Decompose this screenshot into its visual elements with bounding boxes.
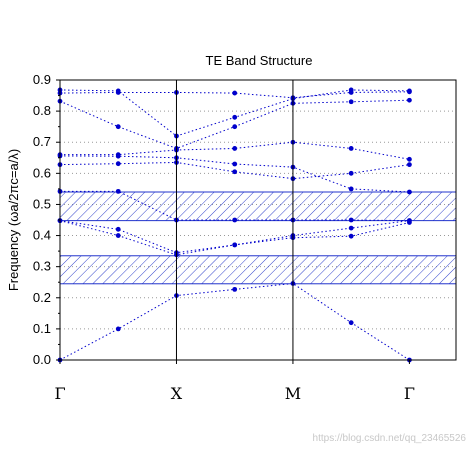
x-tick-label: M xyxy=(285,384,301,403)
y-tick-label: 0.1 xyxy=(33,321,51,336)
y-tick-label: 0.9 xyxy=(33,72,51,87)
y-tick-label: 0.5 xyxy=(33,196,51,211)
band-8-point xyxy=(407,97,412,103)
y-tick-label: 0.4 xyxy=(33,228,51,243)
band-10-line xyxy=(59,89,410,137)
band-1-line xyxy=(59,282,410,361)
band-6-point xyxy=(407,189,412,195)
band-6-point xyxy=(348,186,354,192)
band-3-point xyxy=(232,242,238,248)
x-tick-label: Γ xyxy=(54,384,65,403)
band-4-point xyxy=(232,217,238,223)
y-tick-label: 0.3 xyxy=(33,259,51,274)
band-3-line xyxy=(59,220,410,254)
x-tick-label: X xyxy=(171,384,183,403)
band-9-point xyxy=(232,90,238,96)
y-tick-labels: 0.0 0.1 0.2 0.3 0.4 0.5 0.6 0.7 0.8 0.9 xyxy=(33,72,60,367)
band-gap-1 xyxy=(59,255,457,285)
band-10-point xyxy=(407,88,412,94)
y-tick-label: 0.6 xyxy=(33,165,51,180)
band-10-point xyxy=(115,88,121,94)
band-10-point xyxy=(348,87,354,93)
band-2-point xyxy=(348,233,354,239)
band-8-point xyxy=(115,124,121,130)
band-5-point xyxy=(407,162,412,168)
band-1-point xyxy=(232,286,238,292)
band-2-line xyxy=(59,220,410,256)
band-10-point xyxy=(232,114,238,120)
band-5-point xyxy=(115,161,121,167)
band-4-point xyxy=(115,188,121,194)
watermark: https://blog.csdn.net/qq_23465526 xyxy=(313,433,467,444)
band-4-point xyxy=(348,217,354,223)
band-series xyxy=(57,87,412,363)
band-1-point xyxy=(348,320,354,326)
band-7-point xyxy=(348,146,354,151)
y-tick-label: 0.7 xyxy=(33,134,51,149)
band-gaps xyxy=(59,191,457,285)
y-axis-label: Frequency (ωa/2πc=a/λ) xyxy=(6,149,21,291)
band-5-point xyxy=(232,169,238,175)
band-1-point xyxy=(115,326,121,332)
band-4-point xyxy=(407,218,412,224)
y-tick-label: 0.2 xyxy=(33,290,51,305)
band-8-point xyxy=(348,99,354,105)
y-tick-label: 0.8 xyxy=(33,103,51,118)
band-3-point xyxy=(115,226,121,232)
band-gap-2 xyxy=(59,191,457,222)
band-2-point xyxy=(115,233,121,238)
band-7-point xyxy=(407,156,412,162)
band-6-point xyxy=(232,161,238,167)
chart-title: TE Band Structure xyxy=(206,53,313,68)
band-7-point xyxy=(232,146,238,151)
band-8-point xyxy=(232,124,238,130)
y-tick-label: 0.0 xyxy=(33,352,51,367)
x-tick-label: Γ xyxy=(404,384,415,403)
band-7-point xyxy=(115,152,121,158)
band-5-point xyxy=(348,170,354,176)
band-3-point xyxy=(348,225,354,231)
